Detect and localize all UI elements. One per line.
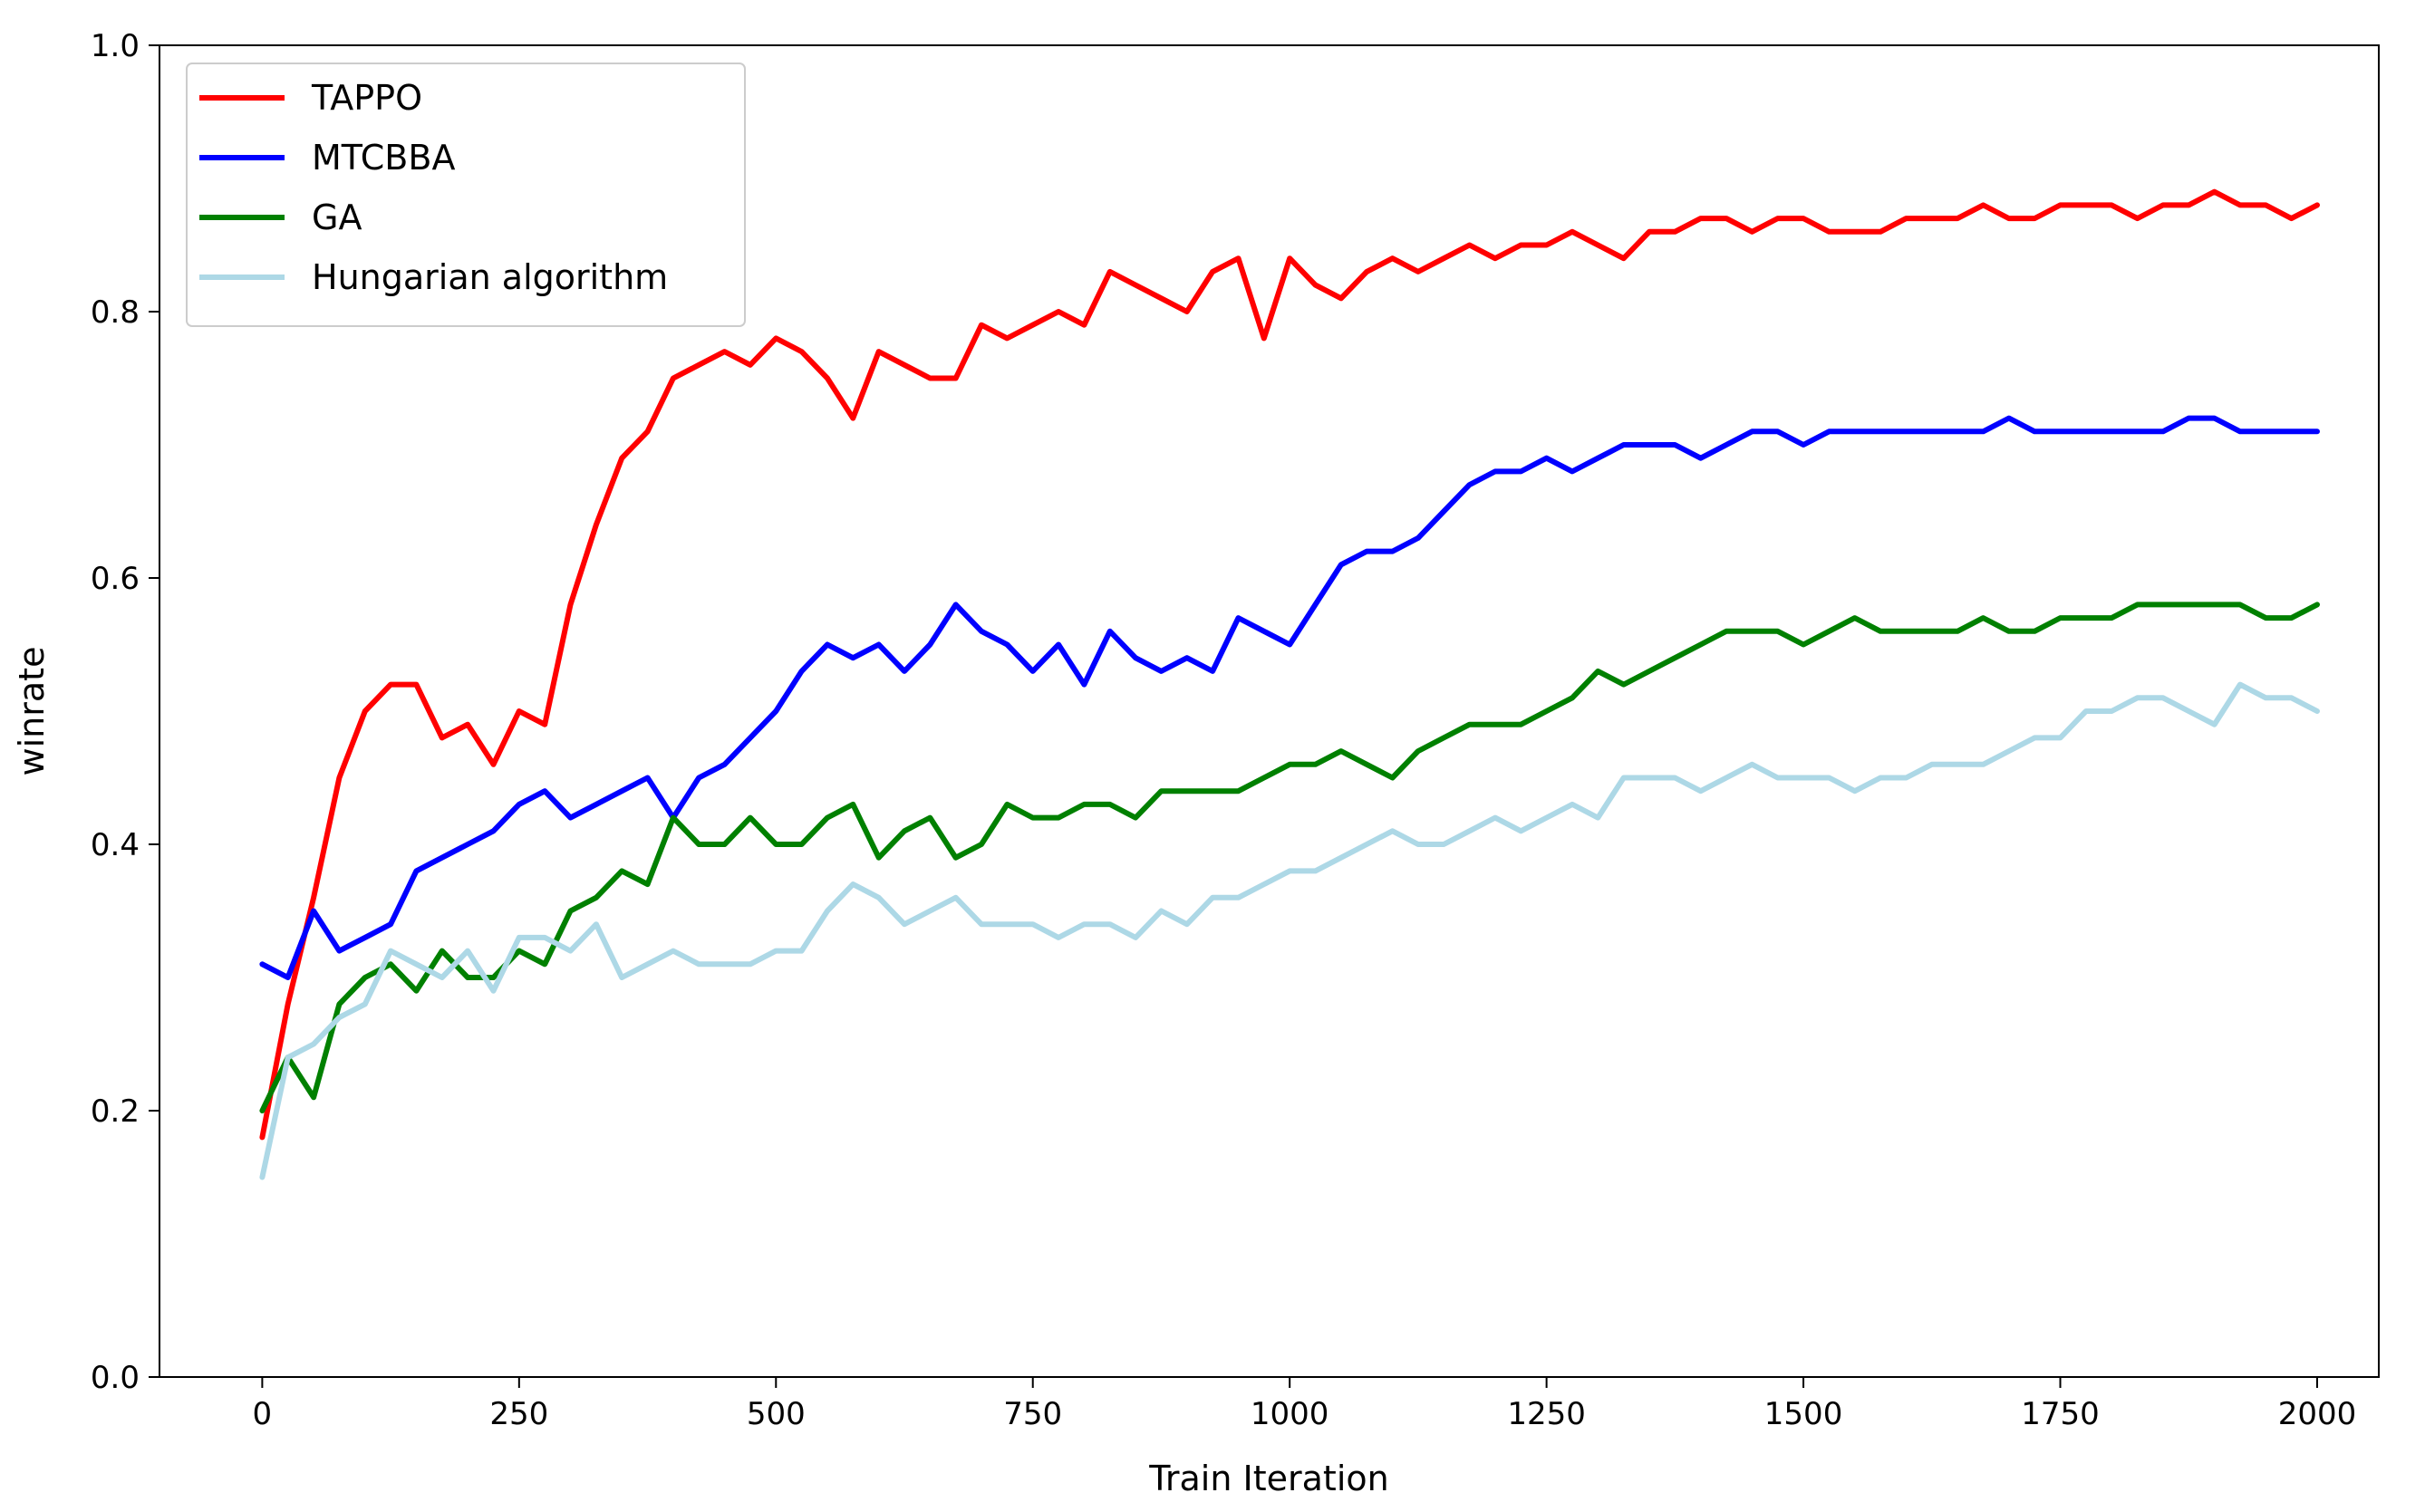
x-tick-label: 750	[1003, 1396, 1062, 1432]
legend-label: TAPPO	[311, 78, 422, 118]
x-tick-label: 1500	[1764, 1396, 1843, 1432]
legend-box	[186, 63, 746, 327]
x-tick-label: 250	[489, 1396, 548, 1432]
series-line-4	[259, 681, 2320, 1180]
plot-frame	[159, 44, 2380, 1378]
legend-label: Hungarian algorithm	[312, 257, 668, 297]
tick-layer: 0 250 500 750 1000 1250 1500 1750 2000 0.0 0.2 0.4 0…	[91, 28, 2356, 1432]
axes-layer	[159, 44, 2380, 1378]
x-tick-label: 2000	[2278, 1396, 2357, 1432]
y-tick-label: 0.0	[91, 1360, 140, 1396]
y-tick-label: 0.8	[91, 294, 140, 331]
legend-label: MTCBBA	[312, 138, 455, 178]
x-tick-label: 1750	[2021, 1396, 2100, 1432]
x-tick-label: 500	[747, 1396, 806, 1432]
y-tick-label: 0.4	[91, 827, 140, 863]
y-tick-label: 1.0	[91, 28, 140, 64]
series-line-1	[259, 188, 2320, 1141]
legend: TAPPO MTCBBA GA Hungarian algorithm	[186, 63, 746, 327]
legend-label: GA	[312, 197, 362, 237]
y-axis-title: winrate	[12, 647, 52, 776]
x-axis-title: Train Iteration	[1148, 1459, 1388, 1498]
series-line-2	[259, 415, 2320, 980]
x-tick-label: 0	[253, 1396, 273, 1432]
x-tick-label: 1250	[1507, 1396, 1586, 1432]
y-tick-label: 0.6	[91, 561, 140, 597]
series-line-3	[259, 602, 2320, 1113]
y-tick-label: 0.2	[91, 1093, 140, 1130]
series-layer	[259, 188, 2320, 1180]
x-tick-label: 1000	[1251, 1396, 1329, 1432]
